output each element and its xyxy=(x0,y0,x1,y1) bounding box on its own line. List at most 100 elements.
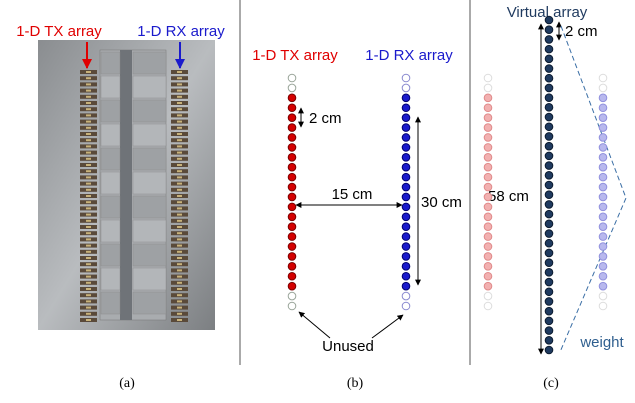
port-pin xyxy=(177,189,182,191)
port-pin xyxy=(86,207,91,209)
tile xyxy=(101,196,120,218)
port-pin xyxy=(177,232,182,234)
array-element xyxy=(599,233,607,241)
port-pin xyxy=(177,288,182,290)
port-pin xyxy=(86,176,91,178)
array-element xyxy=(484,272,492,280)
port-pin xyxy=(86,282,91,284)
array-element xyxy=(545,230,553,238)
port-pin xyxy=(177,294,182,296)
tile xyxy=(133,76,166,98)
array-element xyxy=(545,317,553,325)
array-element xyxy=(545,16,553,24)
port-pin xyxy=(177,269,182,271)
array-element xyxy=(545,152,553,160)
array-element xyxy=(599,124,607,132)
port-pin xyxy=(177,121,182,123)
port-pin xyxy=(86,294,91,296)
array-element xyxy=(288,173,296,181)
tile xyxy=(133,172,166,194)
array-element xyxy=(545,249,553,257)
array-element xyxy=(288,263,296,271)
array-element xyxy=(288,154,296,162)
array-element xyxy=(288,203,296,211)
port-pin xyxy=(177,164,182,166)
array-element xyxy=(402,282,410,290)
array-element xyxy=(484,74,492,82)
array-element xyxy=(545,191,553,199)
port-pin xyxy=(86,96,91,98)
array-element xyxy=(545,74,553,82)
array-element xyxy=(545,133,553,141)
array-element xyxy=(599,94,607,102)
array-element xyxy=(402,272,410,280)
array-element xyxy=(599,173,607,181)
array-element xyxy=(599,193,607,201)
port-pin xyxy=(177,114,182,116)
port-pin xyxy=(177,71,182,73)
array-element xyxy=(288,253,296,261)
array-element xyxy=(402,134,410,142)
port-pin xyxy=(177,176,182,178)
array-element xyxy=(545,239,553,247)
port-pin xyxy=(177,183,182,185)
port-pin xyxy=(86,158,91,160)
array-element xyxy=(484,263,492,271)
array-element xyxy=(402,144,410,152)
tile xyxy=(101,220,120,242)
array-element xyxy=(288,144,296,152)
array-element xyxy=(545,327,553,335)
unused-arrow xyxy=(372,315,403,338)
port-pin xyxy=(177,201,182,203)
array-element xyxy=(545,65,553,73)
unused-arrow xyxy=(299,312,330,338)
array-element xyxy=(288,282,296,290)
tx-label: 1-D TX array xyxy=(16,23,102,40)
port-pin xyxy=(86,108,91,110)
spacing-label: 2 cm xyxy=(309,110,342,127)
array-element xyxy=(545,346,553,354)
photo-strip xyxy=(120,50,132,320)
port-pin xyxy=(86,145,91,147)
caption: (c) xyxy=(543,376,559,391)
port-pin xyxy=(177,251,182,253)
port-pin xyxy=(177,313,182,315)
array-element xyxy=(599,243,607,251)
array-element xyxy=(545,36,553,44)
array-element xyxy=(484,114,492,122)
array-element xyxy=(545,162,553,170)
port-pin xyxy=(177,226,182,228)
tile xyxy=(101,148,120,170)
caption: (b) xyxy=(347,376,364,391)
array-element xyxy=(545,142,553,150)
port-pin xyxy=(86,71,91,73)
rx-label: 1-D RX array xyxy=(365,47,453,64)
array-element xyxy=(599,114,607,122)
array-element xyxy=(545,288,553,296)
port-pin xyxy=(86,77,91,79)
array-element xyxy=(599,213,607,221)
port-pin xyxy=(86,189,91,191)
array-element xyxy=(288,84,296,92)
array-element xyxy=(288,243,296,251)
array-element xyxy=(402,253,410,261)
port-pin xyxy=(177,96,182,98)
array-element xyxy=(545,269,553,277)
spacing-label: 2 cm xyxy=(565,23,598,40)
array-element xyxy=(484,292,492,300)
array-element xyxy=(484,144,492,152)
array-element xyxy=(545,171,553,179)
array-element xyxy=(484,253,492,261)
array-element xyxy=(402,84,410,92)
port-pin xyxy=(86,300,91,302)
array-element xyxy=(599,163,607,171)
array-element xyxy=(545,298,553,306)
port-pin xyxy=(86,164,91,166)
port-pin xyxy=(86,251,91,253)
port-pin xyxy=(86,257,91,259)
port-pin xyxy=(177,263,182,265)
weight-label: weight xyxy=(579,334,624,351)
port-pin xyxy=(86,263,91,265)
array-element xyxy=(402,263,410,271)
port-pin xyxy=(86,183,91,185)
